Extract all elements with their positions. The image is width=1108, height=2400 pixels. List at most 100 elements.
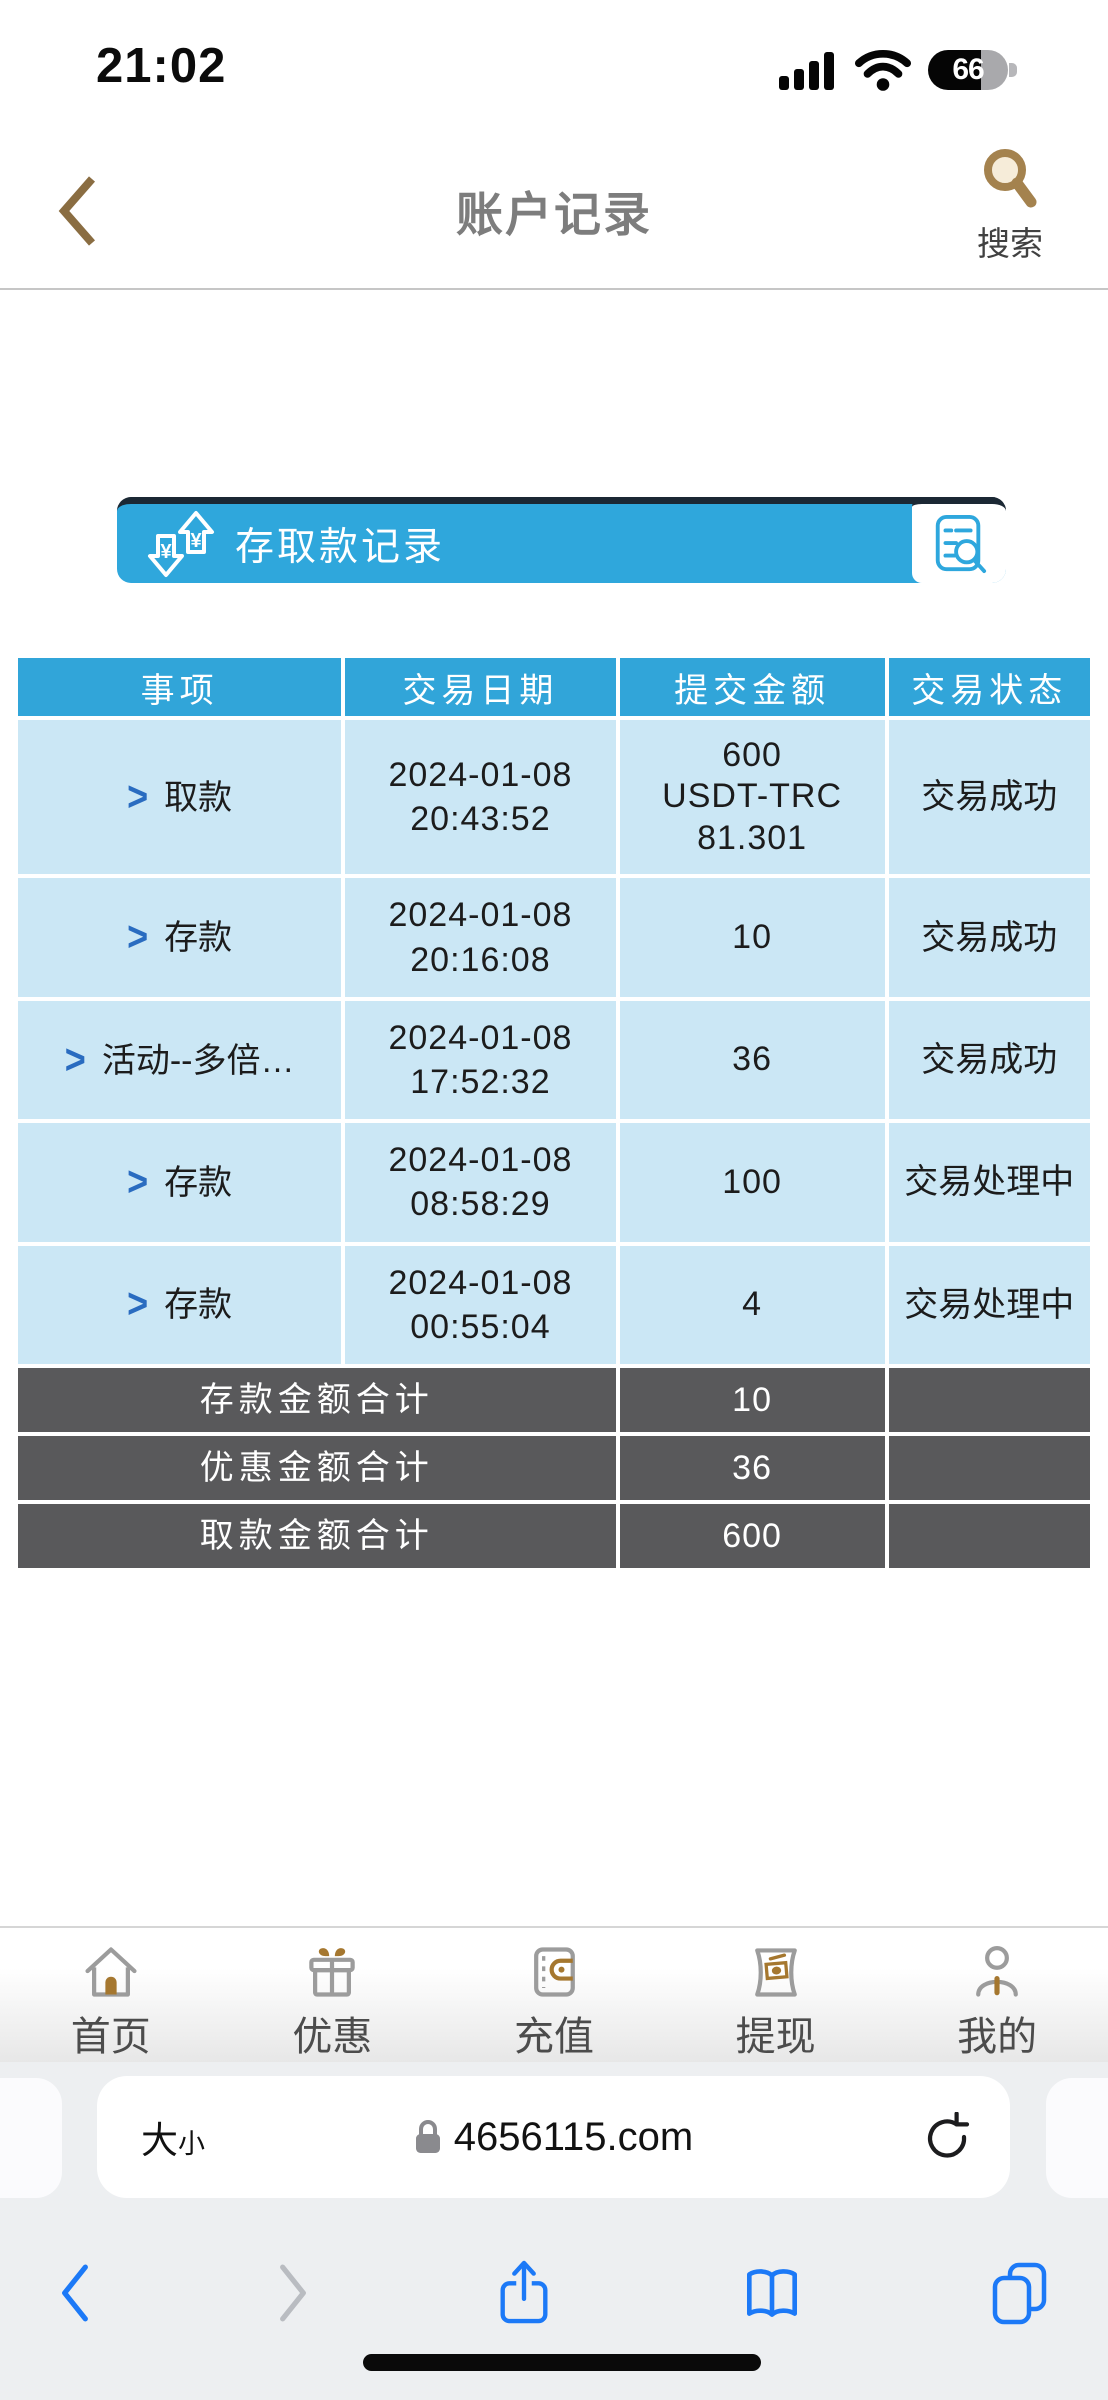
banner-title: 存取款记录 — [235, 525, 446, 569]
url-text: 4656115.com — [453, 2114, 694, 2159]
summary-empty-cell — [888, 1367, 1090, 1432]
battery-icon: 66 — [928, 50, 1017, 90]
nav-item-deposit[interactable]: 充值 — [443, 1928, 665, 2062]
row-date: 2024-01-08 — [388, 756, 573, 795]
row-time: 00:55:04 — [410, 1307, 551, 1346]
status-time: 21:02 — [96, 39, 227, 93]
previous-tab-peek[interactable] — [0, 2078, 62, 2198]
record-search-icon — [935, 514, 987, 573]
wallet-icon — [534, 1947, 575, 1997]
share-icon — [500, 2260, 548, 2323]
table-row[interactable]: > 存款 2024-01-08 00:55:04 4 交易处理中 — [18, 1245, 1090, 1364]
row-item-label: 活动--多倍… — [101, 1041, 295, 1080]
row-date: 2024-01-08 — [388, 896, 573, 935]
home-indicator[interactable] — [363, 2354, 761, 2371]
table-row[interactable]: > 存款 2024-01-08 20:16:08 10 交易成功 — [18, 878, 1090, 997]
table-header-row: 事项 交易日期 提交金额 交易状态 — [18, 658, 1090, 716]
nav-item-promotions[interactable]: 优惠 — [222, 1928, 444, 2062]
col-header-amount: 提交金额 — [619, 658, 885, 716]
tabs-icon — [992, 2262, 1047, 2324]
row-date: 2024-01-08 — [388, 1263, 573, 1302]
summary-value: 600 — [619, 1503, 885, 1568]
expand-chevron-icon[interactable]: > — [64, 1035, 86, 1083]
col-header-status: 交易状态 — [888, 658, 1090, 716]
text-size-small: 小 — [178, 2129, 205, 2159]
text-size-button[interactable]: 大 小 — [141, 2110, 205, 2164]
table-row[interactable]: > 存款 2024-01-08 08:58:29 100 交易处理中 — [18, 1123, 1090, 1242]
row-status: 交易成功 — [888, 1000, 1090, 1120]
table-row[interactable]: > 活动--多倍… 2024-01-08 17:52:32 36 交易成功 — [18, 1000, 1090, 1120]
col-header-date: 交易日期 — [345, 658, 616, 716]
row-status: 交易处理中 — [888, 1245, 1090, 1364]
row-time: 20:43:52 — [410, 800, 551, 839]
chevron-left-icon — [62, 2264, 88, 2321]
row-amount: 10 — [732, 917, 772, 956]
row-amount-currency: USDT-TRC — [662, 777, 843, 816]
tabs-button[interactable] — [988, 2260, 1050, 2331]
nav-item-home[interactable]: 首页 — [0, 1928, 222, 2062]
summary-label: 优惠金额合计 — [18, 1435, 616, 1500]
row-status: 交易处理中 — [888, 1123, 1090, 1242]
summary-label: 存款金额合计 — [18, 1367, 616, 1432]
row-amount: 100 — [722, 1162, 782, 1201]
summary-label: 取款金额合计 — [18, 1503, 616, 1568]
search-icon — [984, 149, 1037, 208]
expand-chevron-icon[interactable]: > — [127, 772, 149, 820]
nav-label: 首页 — [70, 2015, 151, 2059]
nav-item-withdraw[interactable]: 提现 — [665, 1928, 887, 2062]
share-button[interactable] — [493, 2257, 555, 2334]
back-chevron-icon — [58, 176, 96, 246]
battery-percent: 66 — [952, 53, 984, 86]
reload-button[interactable] — [922, 2111, 972, 2167]
withdraw-icon — [754, 1948, 797, 1997]
expand-chevron-icon[interactable]: > — [127, 912, 149, 961]
browser-forward-button[interactable] — [276, 2263, 310, 2328]
safari-toolbar — [0, 2240, 1108, 2350]
deposit-withdraw-banner: ¥ ¥ 存取款记录 — [117, 497, 1006, 583]
row-date: 2024-01-08 — [388, 1141, 573, 1180]
profile-icon — [976, 1945, 1019, 1997]
row-time: 17:52:32 — [410, 1062, 551, 1101]
bookmarks-button[interactable] — [739, 2261, 805, 2330]
records-table: 事项 交易日期 提交金额 交易状态 > 取款 2024-01-08 20:43:52… — [14, 654, 1094, 1572]
book-icon — [746, 2268, 797, 2317]
search-button[interactable]: 搜索 — [970, 148, 1050, 265]
summary-value: 36 — [619, 1435, 885, 1500]
summary-row-deposit-total: 存款金额合计 10 — [18, 1367, 1090, 1432]
row-status: 交易成功 — [888, 720, 1090, 875]
next-tab-peek[interactable] — [1046, 2078, 1108, 2198]
reload-icon — [927, 2111, 970, 2158]
row-item-label: 存款 — [164, 919, 233, 958]
wifi-icon — [854, 49, 912, 91]
row-amount: 600 — [722, 736, 782, 774]
nav-label: 充值 — [513, 2015, 594, 2059]
browser-back-button[interactable] — [58, 2263, 92, 2328]
svg-text:¥: ¥ — [160, 541, 172, 563]
row-time: 20:16:08 — [410, 940, 551, 979]
summary-row-withdraw-total: 取款金额合计 600 — [18, 1503, 1090, 1568]
expand-chevron-icon[interactable]: > — [127, 1157, 149, 1205]
expand-chevron-icon[interactable]: > — [127, 1280, 149, 1328]
row-item-label: 取款 — [164, 778, 233, 817]
svg-text:¥: ¥ — [190, 530, 202, 552]
site-bottom-nav: 首页 优惠 充值 — [0, 1926, 1108, 2062]
gift-icon — [309, 1948, 356, 1997]
record-search-button[interactable] — [912, 497, 1006, 583]
cellular-signal-icon — [779, 52, 834, 90]
url-bar[interactable]: 大 小 4656115.com — [97, 2076, 1010, 2198]
row-amount-rate: 81.301 — [697, 818, 808, 857]
row-time: 08:58:29 — [410, 1185, 551, 1224]
table-row[interactable]: > 取款 2024-01-08 20:43:52 600 USDT-TRC 81.301… — [18, 720, 1090, 875]
money-transfer-icon: ¥ ¥ — [143, 507, 219, 581]
row-item-label: 存款 — [164, 1163, 233, 1202]
summary-empty-cell — [888, 1435, 1090, 1500]
lock-icon — [415, 2120, 440, 2153]
nav-item-profile[interactable]: 我的 — [886, 1928, 1108, 2062]
status-bar: 21:02 66 — [0, 0, 1108, 130]
back-button[interactable] — [56, 174, 100, 248]
search-label: 搜索 — [977, 225, 1043, 262]
summary-row-bonus-total: 优惠金额合计 36 — [18, 1435, 1090, 1500]
nav-label: 我的 — [957, 2015, 1038, 2059]
summary-value: 10 — [619, 1367, 885, 1432]
